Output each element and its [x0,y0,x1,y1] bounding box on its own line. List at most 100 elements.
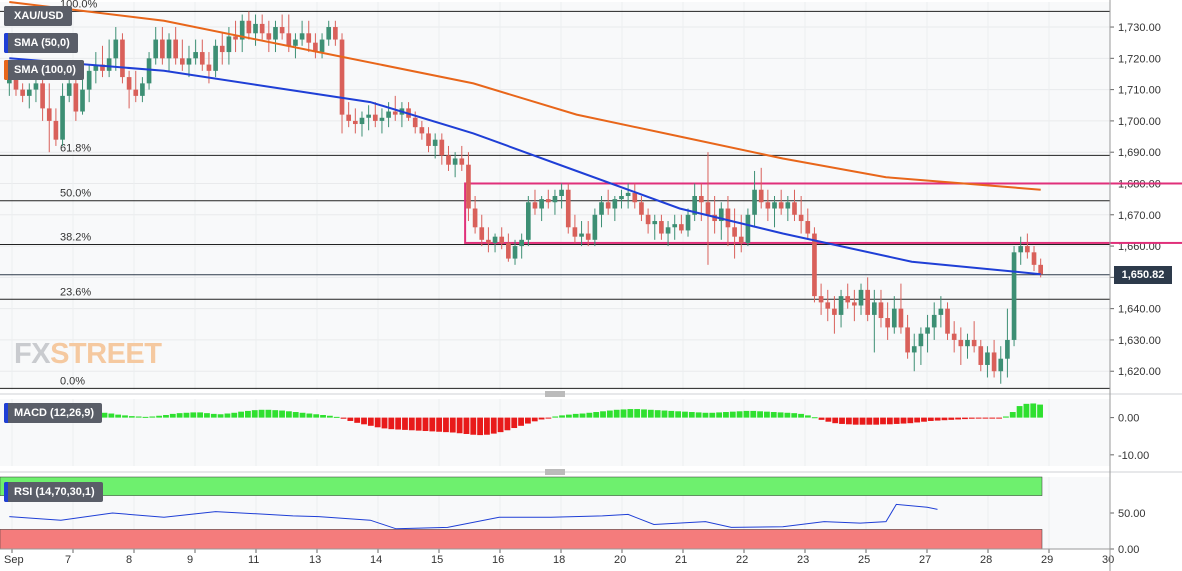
candle-body [186,58,192,65]
candle-body [26,89,32,96]
candle-body [306,33,312,43]
candle-body [459,158,465,165]
candle-body [379,117,385,121]
macd-histogram-bar [975,417,982,419]
macd-histogram-bar [1037,404,1043,418]
candle-body [659,221,664,234]
candle-body [965,339,970,347]
candle-body [871,302,877,315]
candle-body [439,139,445,156]
macd-histogram-bar [934,417,941,421]
rsi-tick-label: 0.00 [1118,544,1139,556]
candle-body [113,39,119,59]
macd-histogram-bar [402,417,408,430]
candle-body [665,227,671,234]
macd-histogram-bar [661,410,668,418]
macd-tick-label: -10.00 [1118,450,1149,462]
candle-body [911,346,917,353]
macd-histogram-bar [839,417,845,424]
symbol-label: XAU/USD [14,10,64,22]
candle-body [126,77,132,90]
fib-level-label: 100.0% [60,0,98,10]
price-tick-label: 1,710.00 [1118,85,1161,97]
macd-histogram-bar [586,412,593,418]
candle-body [612,199,618,209]
macd-histogram-bar [764,411,770,418]
candle-body [179,58,185,65]
macd-histogram-bar [757,411,763,418]
macd-histogram-bar [326,415,333,418]
macd-label: MACD (12,26,9) [14,407,95,419]
macd-histogram-bar [941,417,948,421]
sma50-swatch [4,33,8,53]
candle-body [878,302,884,319]
candle-body [812,233,817,297]
sma100-label: SMA (100,0) [14,64,76,76]
x-tick-label: 16 [492,554,504,566]
macd-histogram-bar [811,417,818,419]
candle-body [426,133,431,146]
candle-body [785,202,791,209]
sma100-line [9,1,1041,191]
macd-histogram-bar [770,412,777,418]
candle-body [845,296,851,303]
sma100-legend[interactable]: SMA (100,0) [4,60,84,80]
price-tick-label: 1,660.00 [1118,241,1161,253]
macd-histogram-bar [565,414,572,418]
macd-tick-label: 0.00 [1118,413,1139,425]
macd-histogram-bar [620,409,627,418]
rsi-legend[interactable]: RSI (14,70,30,1) [4,482,103,502]
macd-histogram-bar [818,417,825,420]
candle-body [718,208,724,222]
candle-body [925,327,930,334]
candle-body [166,39,172,59]
macd-histogram-bar [285,411,292,418]
macd-histogram-bar [873,417,880,425]
macd-histogram-bar [709,412,716,418]
candle-body [645,214,651,225]
macd-histogram-bar [395,417,402,430]
macd-histogram-bar [647,409,654,418]
x-tick-label: 30 [1102,554,1114,566]
macd-histogram-bar [245,410,251,418]
candle-body [452,158,458,165]
macd-histogram-bar [470,417,477,435]
candle-body [486,239,491,243]
macd-histogram-bar [388,417,395,430]
x-tick-label: 14 [370,554,382,566]
x-tick-label: 28 [980,554,992,566]
candle-body [1018,246,1024,253]
macd-histogram-bar [436,417,443,432]
candle-body [765,202,771,209]
macd-histogram-bar [914,417,921,423]
price-tick-label: 1,720.00 [1118,53,1161,65]
macd-histogram-bar [149,416,156,418]
candle-body [852,302,857,306]
candle-body [472,208,478,228]
macd-histogram-bar [251,410,258,418]
macd-histogram-bar [531,417,538,422]
sma50-legend[interactable]: SMA (50,0) [4,33,78,53]
candle-body [938,308,944,315]
candle-body [1031,252,1037,265]
candle-body [33,83,39,90]
candle-body [619,196,624,200]
macd-histogram-bar [176,413,183,418]
candle-body [313,42,318,53]
macd-histogram-bar [115,414,122,418]
x-tick-label: 23 [797,554,809,566]
candle-body [778,202,784,209]
macd-histogram-bar [886,417,893,425]
candle-body [679,224,684,231]
macd-histogram-bar [490,417,497,434]
macd-swatch [4,403,8,423]
macd-histogram-bar [552,416,559,418]
macd-histogram-bar [361,417,367,425]
candle-body [86,70,92,90]
macd-legend[interactable]: MACD (12,26,9) [4,403,103,423]
symbol-legend[interactable]: XAU/USD [4,6,72,26]
candle-body [792,202,797,215]
x-tick-label: 15 [431,554,443,566]
macd-histogram-bar [340,417,347,419]
